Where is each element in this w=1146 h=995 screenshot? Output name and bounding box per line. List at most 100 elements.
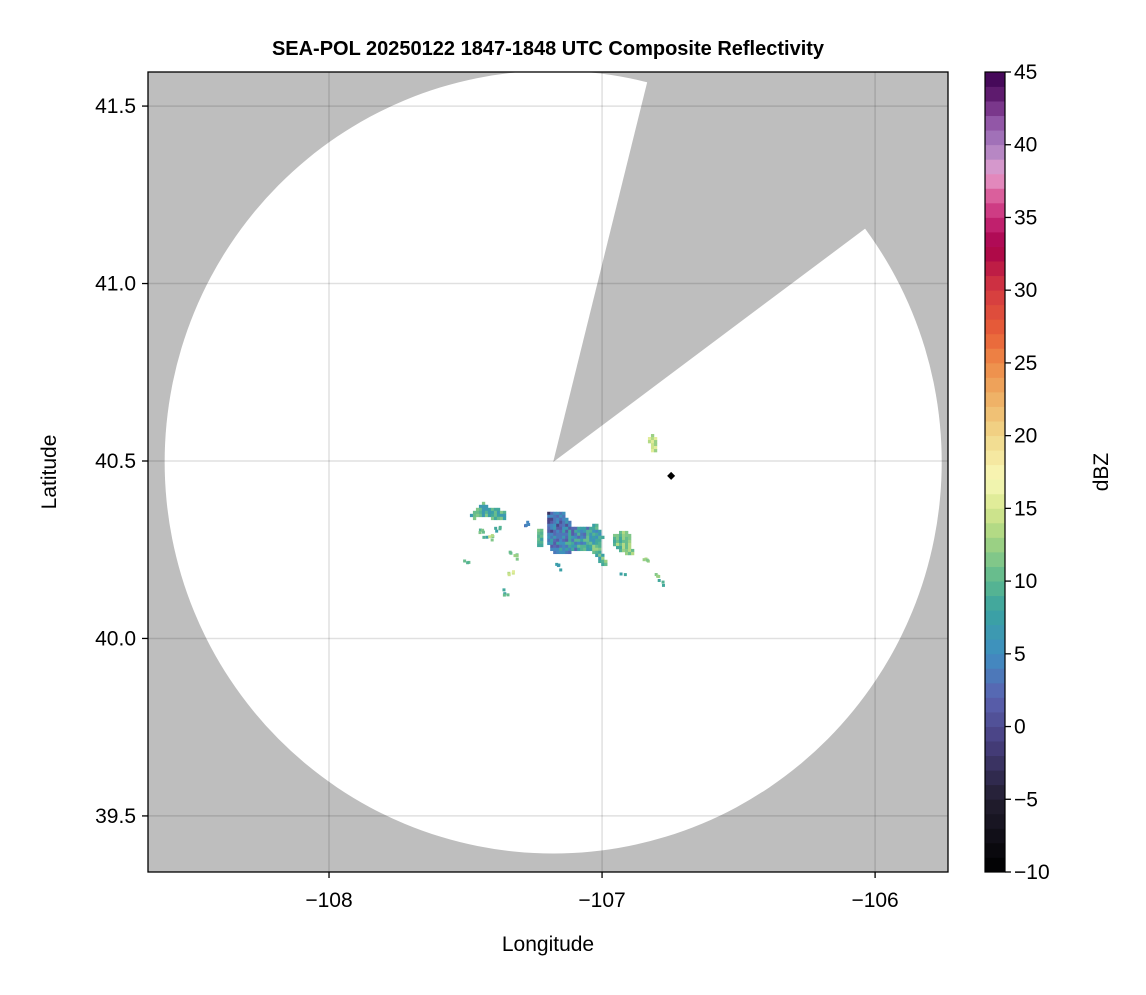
echo-cell (580, 532, 584, 537)
echo-cell (586, 526, 590, 531)
echo-cell (577, 535, 581, 540)
colorbar-tick-label: 45 (1014, 61, 1037, 84)
echo-cell (589, 547, 593, 552)
echo-cell (574, 538, 578, 543)
echo-cell (595, 541, 599, 546)
echo-speck (481, 528, 485, 532)
echo-cell (571, 547, 575, 552)
echo-cell (547, 529, 551, 534)
echo-cell (559, 532, 563, 537)
echo-cell (484, 504, 489, 509)
echo-cell (553, 529, 557, 534)
echo-cell (621, 539, 626, 544)
echo-cell (475, 513, 480, 518)
echo-cell (647, 437, 652, 441)
colorbar-band (985, 188, 1005, 204)
echo-cell (537, 537, 541, 542)
echo-cell (537, 534, 541, 539)
y-axis: 39.5 40.0 40.5 41.0 41.5 (95, 95, 148, 828)
echo-cell (624, 530, 629, 535)
grid-lines (148, 72, 948, 872)
echo-cell (589, 532, 593, 537)
colorbar-band (985, 857, 1005, 873)
colorbar-band (985, 450, 1005, 466)
echo-cell (571, 541, 575, 546)
echo-cell (547, 511, 551, 516)
echo-cell (490, 516, 495, 521)
echo-speck (656, 574, 660, 578)
echo-cell (612, 536, 617, 541)
echo-cell (618, 530, 623, 535)
echo-cell (568, 535, 572, 540)
echo-cell (550, 547, 554, 552)
y-tick-label: 41.5 (95, 95, 136, 118)
echo-cell (571, 529, 575, 534)
echo-cell (601, 535, 605, 540)
colorbar-band (985, 479, 1005, 495)
echo-cell (571, 544, 575, 549)
echo-cell (565, 547, 569, 552)
echo-cell (481, 501, 486, 506)
echo-cell (565, 520, 569, 525)
echo-speck (645, 558, 649, 562)
colorbar-band (985, 362, 1005, 378)
colorbar-band (985, 72, 1005, 87)
echo-cell (540, 540, 544, 545)
colorbar-band (985, 537, 1005, 553)
echo-cell (490, 507, 495, 512)
colorbar-band (985, 144, 1005, 160)
echo-speck (524, 523, 528, 527)
echo-cell (490, 513, 495, 518)
echo-cell (577, 538, 581, 543)
echo-cell (592, 523, 596, 528)
chart-title: SEA-POL 20250122 1847-1848 UTC Composite… (272, 38, 825, 60)
echo-cell (568, 541, 572, 546)
y-tick-label: 41.0 (95, 273, 136, 296)
echo-cell (568, 520, 572, 525)
echo-cell (484, 510, 489, 515)
echo-cell (574, 541, 578, 546)
echo-cell (559, 526, 563, 531)
echo-cell (540, 543, 544, 548)
echo-cell (565, 526, 569, 531)
echo-cell (627, 536, 632, 541)
echo-cell (650, 443, 655, 447)
echo-cell (571, 532, 575, 537)
echo-cell (583, 532, 587, 537)
colorbar-band (985, 726, 1005, 742)
echo-cell (487, 513, 492, 518)
echo-speck (495, 529, 499, 533)
echo-cell (556, 520, 560, 525)
echo-cell (583, 529, 587, 534)
echo-cell (583, 544, 587, 549)
echo-cell (589, 538, 593, 543)
colorbar-tick-label: 25 (1014, 352, 1037, 375)
echo-cell (553, 538, 557, 543)
echo-cell (574, 535, 578, 540)
echo-cell (481, 504, 486, 509)
echo-speck (661, 580, 665, 584)
echo-cell (592, 535, 596, 540)
echo-cell (627, 545, 632, 550)
echo-cell (540, 534, 544, 539)
echo-speck (526, 520, 530, 524)
x-axis: −108 −107 −106 (305, 872, 899, 912)
echo-cell (580, 547, 584, 552)
echo-cell (592, 541, 596, 546)
echo-speck (555, 562, 559, 566)
echo-cell (537, 528, 541, 533)
echo-cell (574, 532, 578, 537)
echo-cell (547, 514, 551, 519)
echo-cell (553, 526, 557, 531)
colorbar-band (985, 319, 1005, 335)
echo-cell (568, 532, 572, 537)
echo-cell (562, 532, 566, 537)
echo-region-strip (537, 528, 544, 548)
echo-speck (559, 568, 563, 572)
echo-cell (650, 449, 655, 453)
colorbar-band (985, 421, 1005, 437)
echo-cell (553, 511, 557, 516)
echo-speck (488, 535, 492, 539)
echo-cell (553, 517, 557, 522)
echo-speck (507, 573, 511, 577)
